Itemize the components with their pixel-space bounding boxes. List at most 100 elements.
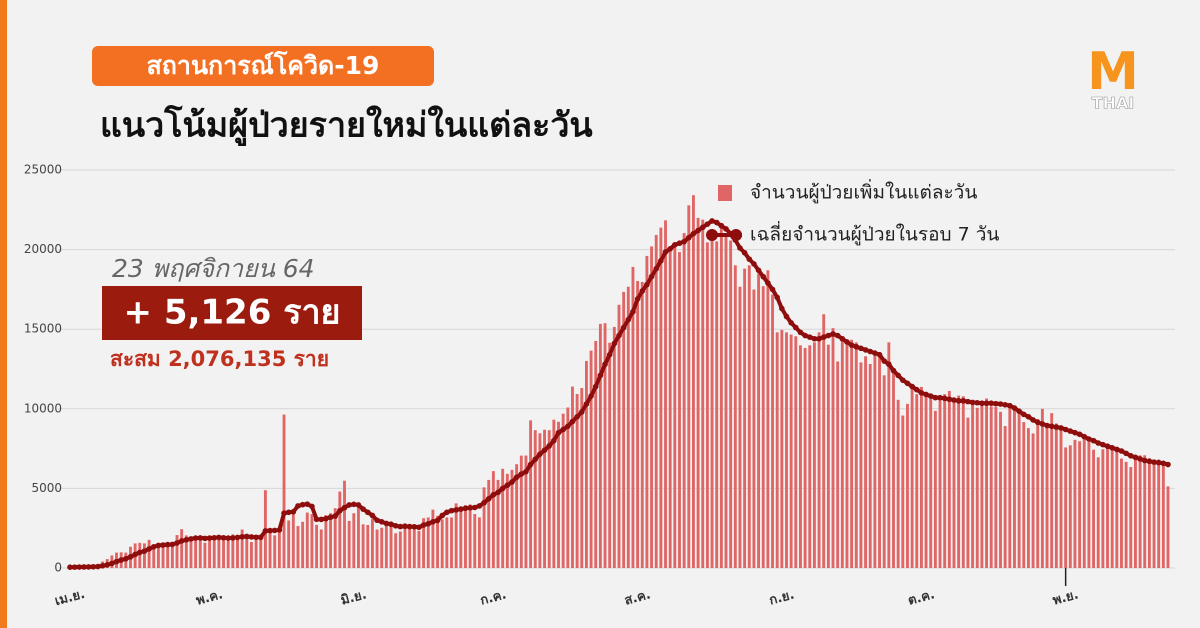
new-cases: + 5,126 ราย xyxy=(124,293,341,333)
average-point xyxy=(1002,402,1008,408)
bar xyxy=(831,328,835,568)
bar xyxy=(901,415,905,568)
average-point xyxy=(160,542,166,548)
average-point xyxy=(923,391,929,398)
average-point xyxy=(383,520,390,527)
bar xyxy=(394,533,398,568)
bar xyxy=(957,395,961,568)
bar xyxy=(533,430,537,568)
bar xyxy=(226,540,230,568)
bar xyxy=(1152,459,1156,568)
average-point xyxy=(1132,454,1139,461)
average-point xyxy=(555,429,562,436)
average-point xyxy=(625,316,632,323)
x-tick-label: พ.ย. xyxy=(1051,587,1080,608)
bar xyxy=(840,336,844,568)
legend-swatch xyxy=(706,229,718,241)
average-point xyxy=(416,524,422,531)
legend-item: เฉลี่ยจำนวนผู้ป่วยในรอบ 7 วัน xyxy=(706,221,999,246)
average-point xyxy=(290,509,297,515)
average-point xyxy=(253,534,259,541)
bar xyxy=(291,513,295,568)
average-point xyxy=(853,343,860,350)
bar xyxy=(1133,458,1137,568)
bar xyxy=(189,537,193,568)
bar xyxy=(594,340,598,568)
average-point xyxy=(858,345,864,352)
average-point xyxy=(1109,445,1115,451)
new-cases-box xyxy=(102,286,362,340)
bar xyxy=(919,386,923,568)
average-point xyxy=(639,288,646,294)
bar xyxy=(203,542,207,568)
average-point xyxy=(90,564,97,570)
bar xyxy=(212,537,216,568)
average-point xyxy=(85,564,92,570)
average-point xyxy=(937,394,943,401)
bar xyxy=(315,524,319,568)
bar xyxy=(789,334,793,568)
bar xyxy=(436,515,439,568)
average-point xyxy=(267,527,273,534)
bar xyxy=(333,508,337,568)
bar xyxy=(817,332,821,568)
average-point xyxy=(1086,436,1092,442)
average-point xyxy=(983,400,990,407)
average-point xyxy=(1104,443,1111,450)
bar xyxy=(319,529,323,568)
average-point xyxy=(211,534,218,541)
average-point xyxy=(751,261,757,267)
x-tick-label: ก.ย. xyxy=(768,587,796,608)
average-point xyxy=(658,257,664,264)
bar xyxy=(519,455,523,568)
average-point xyxy=(513,474,520,481)
average-point xyxy=(327,514,334,521)
average-point xyxy=(155,542,162,549)
average-point xyxy=(634,296,641,302)
average-point xyxy=(104,562,111,568)
average-point xyxy=(588,393,594,399)
average-point xyxy=(471,504,478,511)
bar xyxy=(1003,426,1007,568)
average-point xyxy=(453,507,459,513)
bar xyxy=(1008,406,1012,568)
bar xyxy=(892,368,895,568)
bar xyxy=(338,491,342,568)
bar xyxy=(398,531,402,568)
average-point xyxy=(257,534,264,541)
average-point xyxy=(574,413,580,420)
bar xyxy=(571,386,574,568)
bar xyxy=(147,539,151,568)
bar xyxy=(622,291,626,568)
average-point xyxy=(597,372,604,379)
bar xyxy=(929,394,933,568)
average-point xyxy=(988,400,995,407)
average-point xyxy=(406,523,413,530)
average-point xyxy=(434,517,441,524)
y-tick-label: 15000 xyxy=(24,322,62,336)
average-point xyxy=(844,339,850,345)
average-point xyxy=(918,390,925,396)
bar xyxy=(812,342,816,568)
average-point xyxy=(127,554,134,560)
bar xyxy=(971,404,975,568)
average-point xyxy=(392,523,399,529)
bar xyxy=(780,329,784,568)
bar xyxy=(659,227,663,569)
bar xyxy=(743,268,747,568)
logo: M xyxy=(1087,42,1139,102)
average-point xyxy=(150,544,157,550)
bar xyxy=(752,289,756,568)
average-point xyxy=(285,509,292,516)
average-point xyxy=(848,342,855,348)
average-point xyxy=(444,509,450,516)
bar xyxy=(370,518,374,568)
average-point xyxy=(1062,426,1069,433)
average-point xyxy=(206,535,213,541)
average-point xyxy=(541,447,548,453)
x-tick-label: ต.ค. xyxy=(906,587,936,608)
bar xyxy=(1017,412,1021,568)
average-point xyxy=(164,541,171,548)
average-point xyxy=(611,340,618,347)
bar xyxy=(1036,419,1040,568)
